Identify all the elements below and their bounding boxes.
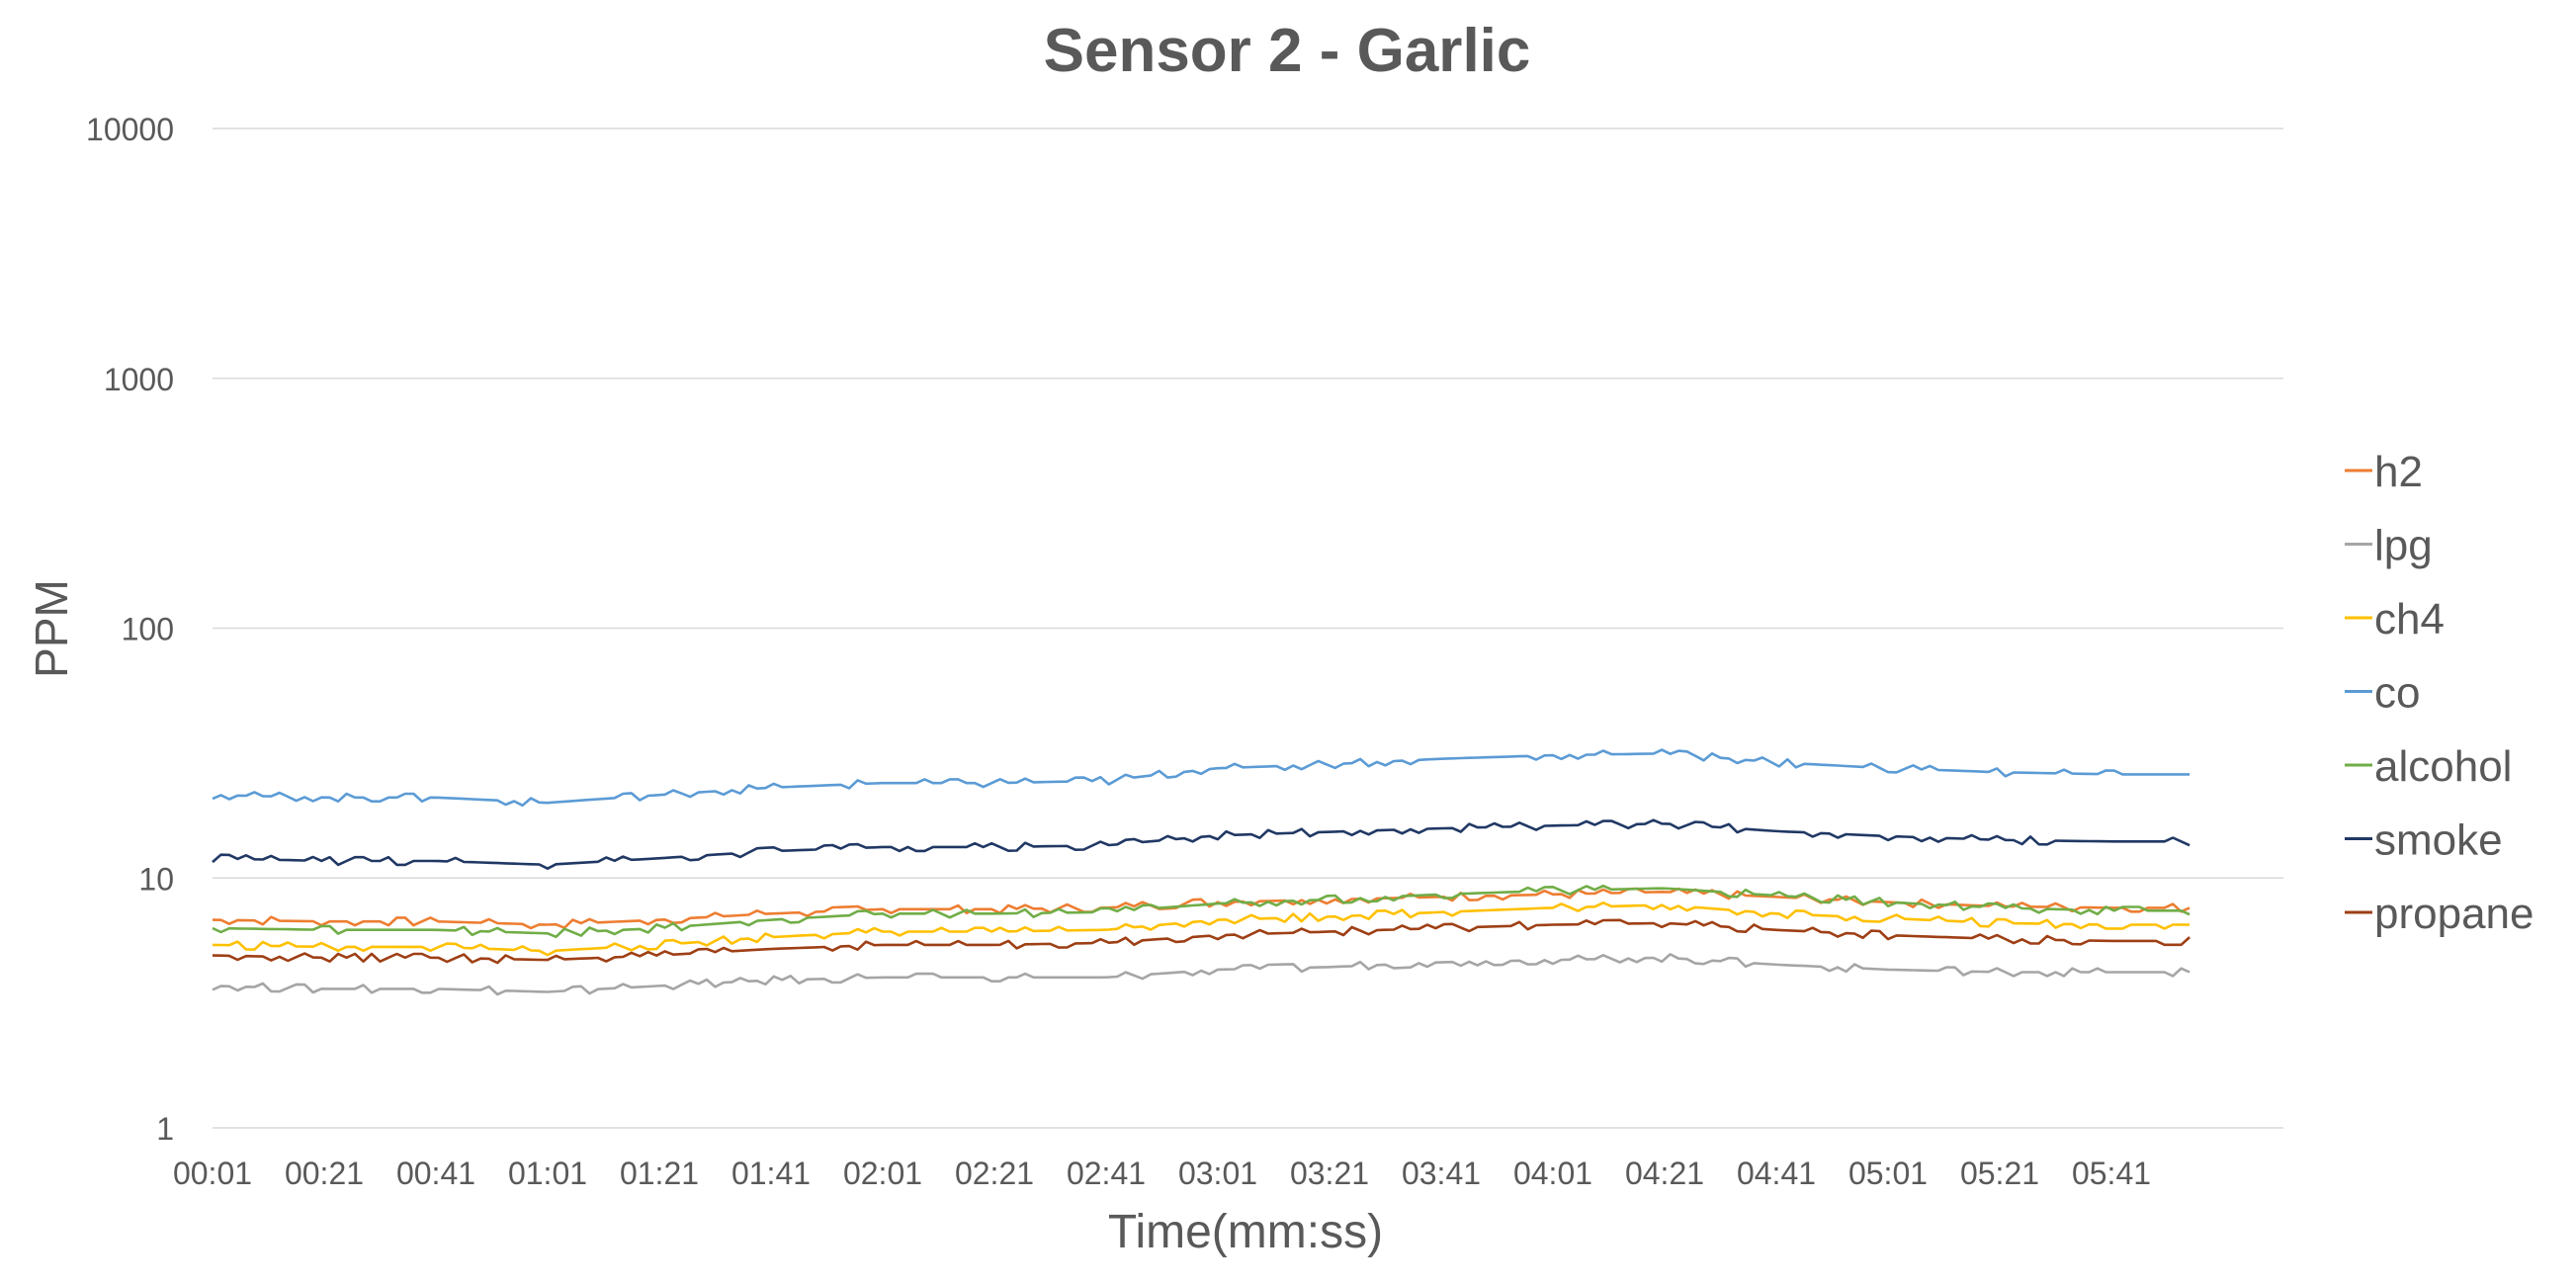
x-tick-label: 05:01 xyxy=(1848,1156,1928,1191)
x-tick-label: 04:41 xyxy=(1737,1156,1816,1191)
legend-label-ch4: ch4 xyxy=(2374,595,2445,643)
x-tick-label: 01:21 xyxy=(620,1156,699,1191)
chart-title: Sensor 2 - Garlic xyxy=(1044,17,1531,85)
x-tick-label: 04:21 xyxy=(1625,1156,1704,1191)
x-tick-label: 02:01 xyxy=(843,1156,922,1191)
legend-label-alcohol: alcohol xyxy=(2374,742,2512,791)
y-tick-label: 1000 xyxy=(104,362,174,397)
y-tick-label: 100 xyxy=(122,612,174,647)
x-tick-label: 05:41 xyxy=(2072,1156,2151,1191)
series-line-lpg xyxy=(212,953,2190,996)
y-axis-ticks: 1 10 100 1000 10000 xyxy=(86,112,174,1147)
legend-label-smoke: smoke xyxy=(2374,816,2503,865)
series-line-propane xyxy=(212,918,2190,965)
legend-label-lpg: lpg xyxy=(2374,522,2433,570)
x-tick-label: 03:01 xyxy=(1178,1156,1257,1191)
x-tick-label: 01:41 xyxy=(731,1156,811,1191)
x-tick-label: 02:41 xyxy=(1067,1156,1146,1191)
y-tick-label: 10 xyxy=(138,861,174,897)
series-line-smoke xyxy=(212,818,2190,870)
x-tick-label: 00:41 xyxy=(396,1156,475,1191)
x-tick-label: 05:21 xyxy=(1960,1156,2039,1191)
x-axis-ticks: 00:01 00:21 00:41 01:01 01:21 01:41 02:01 02:21… xyxy=(173,1156,2151,1191)
legend-label-h2: h2 xyxy=(2374,448,2423,496)
legend-label-co: co xyxy=(2374,669,2420,718)
x-tick-label: 03:21 xyxy=(1290,1156,1369,1191)
x-tick-label: 00:01 xyxy=(173,1156,252,1191)
x-tick-label: 04:01 xyxy=(1513,1156,1592,1191)
x-tick-label: 00:21 xyxy=(285,1156,364,1191)
gridlines xyxy=(213,128,2283,1129)
series-line-alcohol xyxy=(212,884,2190,939)
x-axis-label: Time(mm:ss) xyxy=(1108,1206,1383,1258)
series-lines xyxy=(212,748,2190,996)
x-tick-label: 02:21 xyxy=(955,1156,1034,1191)
legend: h2 lpg ch4 co alcohol smoke propane xyxy=(2345,448,2533,938)
x-tick-label: 01:01 xyxy=(508,1156,587,1191)
series-line-co xyxy=(212,748,2190,808)
y-tick-label: 1 xyxy=(156,1111,174,1147)
y-axis-label: PPM xyxy=(26,579,77,678)
series-line-ch4 xyxy=(212,901,2190,957)
y-tick-label: 10000 xyxy=(86,112,174,147)
legend-label-propane: propane xyxy=(2374,890,2533,938)
x-tick-label: 03:41 xyxy=(1402,1156,1481,1191)
